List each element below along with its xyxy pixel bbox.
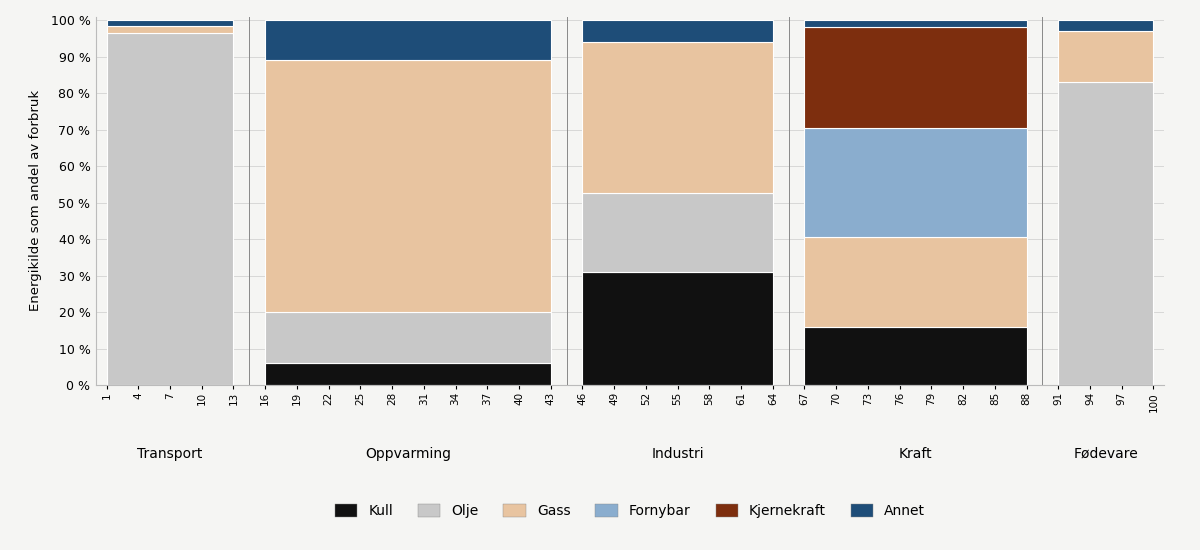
Text: Transport: Transport	[137, 447, 203, 461]
Text: Industri: Industri	[652, 447, 704, 461]
FancyBboxPatch shape	[265, 312, 551, 363]
FancyBboxPatch shape	[582, 42, 773, 194]
Text: Fødevare: Fødevare	[1074, 447, 1139, 461]
FancyBboxPatch shape	[107, 33, 234, 385]
FancyBboxPatch shape	[265, 20, 551, 60]
FancyBboxPatch shape	[1058, 82, 1153, 385]
FancyBboxPatch shape	[804, 128, 1026, 237]
FancyBboxPatch shape	[804, 327, 1026, 385]
FancyBboxPatch shape	[804, 20, 1026, 28]
FancyBboxPatch shape	[265, 60, 551, 312]
Text: Oppvarming: Oppvarming	[365, 447, 451, 461]
FancyBboxPatch shape	[1058, 20, 1153, 31]
Legend: Kull, Olje, Gass, Fornybar, Kjernekraft, Annet: Kull, Olje, Gass, Fornybar, Kjernekraft,…	[335, 504, 925, 518]
FancyBboxPatch shape	[107, 20, 234, 26]
FancyBboxPatch shape	[582, 194, 773, 272]
FancyBboxPatch shape	[107, 26, 234, 33]
Y-axis label: Energikilde som andel av forbruk: Energikilde som andel av forbruk	[29, 90, 42, 311]
Text: Kraft: Kraft	[899, 447, 932, 461]
FancyBboxPatch shape	[1058, 31, 1153, 82]
FancyBboxPatch shape	[804, 237, 1026, 327]
FancyBboxPatch shape	[582, 272, 773, 385]
FancyBboxPatch shape	[804, 28, 1026, 128]
FancyBboxPatch shape	[265, 363, 551, 385]
FancyBboxPatch shape	[582, 20, 773, 42]
